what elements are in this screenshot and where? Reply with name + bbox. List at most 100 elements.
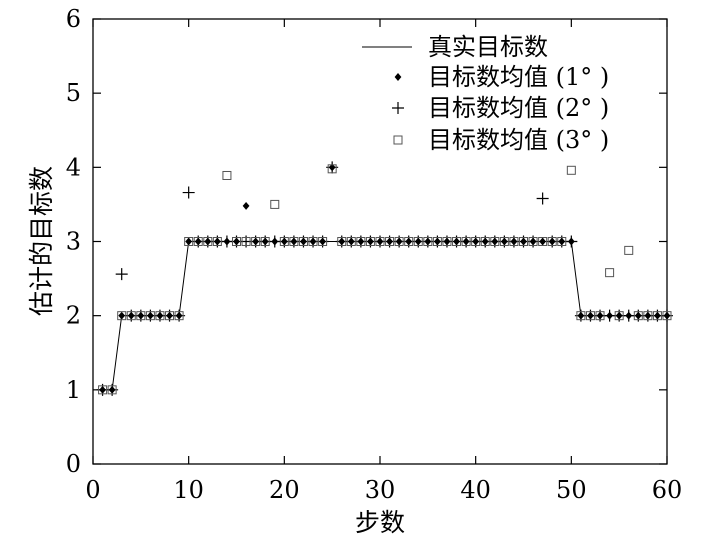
legend-label: 目标数均值 (1° ) xyxy=(428,63,609,91)
data-point xyxy=(185,237,193,246)
data-point xyxy=(126,311,136,321)
data-point xyxy=(115,268,128,281)
data-point xyxy=(547,237,557,246)
data-point xyxy=(118,311,126,320)
data-point xyxy=(643,311,653,321)
data-point xyxy=(471,237,481,246)
data-point xyxy=(98,385,108,395)
data-point xyxy=(346,237,356,246)
data-point xyxy=(136,311,146,321)
data-point xyxy=(557,237,567,246)
data-point xyxy=(499,237,509,246)
data-point xyxy=(308,237,318,246)
data-point xyxy=(182,186,195,199)
data-point xyxy=(165,311,175,321)
data-point xyxy=(528,237,538,246)
data-point xyxy=(241,237,251,246)
series-2 xyxy=(96,161,673,396)
data-point xyxy=(461,237,471,246)
y-tick-label: 2 xyxy=(66,302,81,330)
series-1 xyxy=(99,163,671,394)
data-point xyxy=(337,237,347,246)
data-point xyxy=(566,165,576,175)
data-point xyxy=(624,245,634,255)
data-point xyxy=(394,237,404,246)
data-point xyxy=(662,311,672,321)
data-point xyxy=(404,237,414,246)
data-point xyxy=(490,237,500,246)
data-point xyxy=(145,311,155,321)
y-tick-label: 3 xyxy=(66,228,81,256)
data-point xyxy=(423,237,433,246)
data-point xyxy=(375,237,385,246)
data-point xyxy=(298,237,308,246)
x-tick-label: 20 xyxy=(269,476,300,504)
data-point xyxy=(155,311,165,321)
data-point xyxy=(595,311,605,321)
series-3 xyxy=(98,164,672,395)
data-point xyxy=(260,237,270,246)
data-point xyxy=(356,237,366,246)
data-point xyxy=(385,237,395,246)
data-point xyxy=(633,311,643,321)
series-line-true-count xyxy=(102,241,667,391)
y-tick-label: 4 xyxy=(66,153,81,181)
data-point xyxy=(365,237,375,246)
data-point xyxy=(289,237,299,246)
y-tick-label: 5 xyxy=(66,79,81,107)
data-point xyxy=(605,268,615,278)
data-point xyxy=(270,199,280,209)
legend-label: 目标数均值 (3° ) xyxy=(428,126,609,154)
data-point xyxy=(519,237,528,246)
x-tick-label: 0 xyxy=(85,476,100,504)
data-point xyxy=(442,237,452,246)
y-tick-label: 1 xyxy=(66,376,81,404)
data-point xyxy=(242,201,250,210)
data-point xyxy=(565,235,578,248)
y-tick-label: 6 xyxy=(66,5,81,33)
x-axis-label: 步数 xyxy=(355,508,405,537)
x-tick-label: 10 xyxy=(173,476,204,504)
legend-swatch-marker xyxy=(392,102,404,114)
y-axis-label: 估计的目标数 xyxy=(27,166,56,316)
data-point xyxy=(576,311,586,321)
data-point xyxy=(652,311,662,321)
data-point xyxy=(174,311,184,321)
data-point xyxy=(222,170,232,180)
x-tick-label: 50 xyxy=(556,476,587,504)
data-point xyxy=(184,237,194,246)
x-tick-label: 60 xyxy=(652,476,683,504)
legend-swatch-marker xyxy=(394,73,402,81)
data-point xyxy=(509,237,519,246)
series-0 xyxy=(102,241,667,391)
data-point xyxy=(318,237,328,246)
data-point xyxy=(413,237,423,246)
data-point xyxy=(480,237,490,246)
axis-ticks: 0 10 20 30 40 50 60 0 1 2 3 4 5 6 xyxy=(66,5,683,504)
data-point xyxy=(251,237,261,246)
data-point xyxy=(279,237,289,246)
data-point xyxy=(193,237,203,246)
data-point xyxy=(539,237,547,246)
data-point xyxy=(452,237,462,246)
x-tick-label: 40 xyxy=(460,476,491,504)
data-point xyxy=(203,237,213,246)
data-point xyxy=(117,311,127,321)
data-point xyxy=(107,385,117,395)
data-point xyxy=(212,237,222,246)
data-point xyxy=(585,311,595,321)
data-point xyxy=(538,237,548,246)
x-tick-label: 30 xyxy=(365,476,396,504)
legend-swatch-marker xyxy=(393,135,403,145)
data-point xyxy=(327,164,337,174)
legend-label: 目标数均值 (2° ) xyxy=(428,94,609,122)
data-point xyxy=(232,237,241,246)
legend-label: 真实目标数 xyxy=(428,33,548,61)
data-point xyxy=(432,237,442,246)
data-point xyxy=(614,311,624,321)
series-layer xyxy=(96,161,673,396)
y-tick-label: 0 xyxy=(66,450,81,478)
data-point xyxy=(536,192,549,205)
